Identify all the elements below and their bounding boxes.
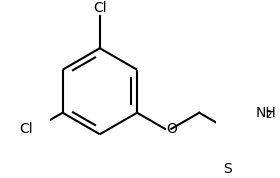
Text: O: O: [166, 122, 177, 136]
Text: Cl: Cl: [93, 1, 107, 15]
Text: 2: 2: [265, 110, 272, 120]
Text: S: S: [223, 162, 232, 176]
Text: Cl: Cl: [19, 122, 33, 136]
Text: NH: NH: [256, 106, 277, 120]
